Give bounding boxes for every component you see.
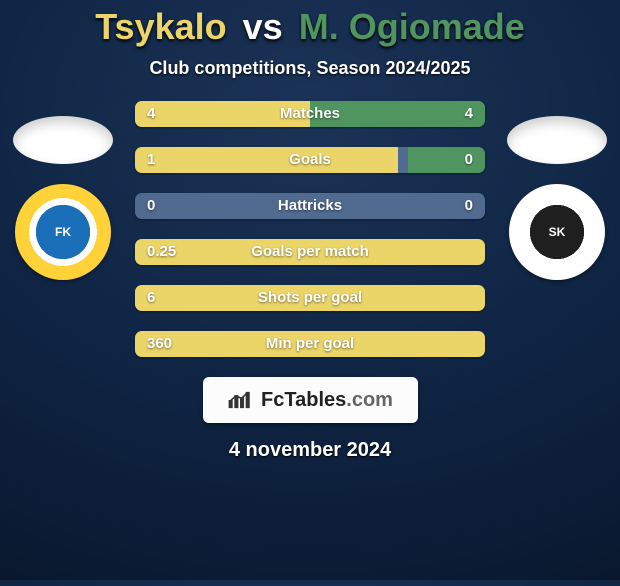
bars-icon (227, 390, 253, 410)
club-right-label: SK (549, 225, 566, 239)
watermark: FcTables.com (203, 377, 418, 423)
stat-row: 1Goals0 (135, 147, 485, 173)
watermark-domain: .com (346, 389, 393, 411)
stat-row: 0.25Goals per match (135, 239, 485, 265)
flag-left (13, 116, 113, 164)
player-a-name: Tsykalo (95, 6, 226, 47)
watermark-text: FcTables.com (261, 389, 393, 412)
stat-row: 6Shots per goal (135, 285, 485, 311)
stat-label: Shots per goal (135, 285, 485, 311)
stat-label: Matches (135, 101, 485, 127)
player-b-name: M. Ogiomade (299, 6, 525, 47)
left-column: FK (8, 116, 118, 280)
page-title: Tsykalo vs M. Ogiomade (0, 6, 620, 48)
stat-label: Goals per match (135, 239, 485, 265)
stat-value-b: 0 (465, 147, 473, 173)
flag-right (507, 116, 607, 164)
right-column: SK (502, 116, 612, 280)
stat-label: Goals (135, 147, 485, 173)
club-logo-right: SK (509, 184, 605, 280)
stats-list: 4Matches41Goals00Hattricks00.25Goals per… (135, 101, 485, 357)
stat-row: 360Min per goal (135, 331, 485, 357)
vs-text: vs (237, 6, 289, 47)
stat-label: Min per goal (135, 331, 485, 357)
subtitle: Club competitions, Season 2024/2025 (0, 58, 620, 79)
club-logo-left: FK (15, 184, 111, 280)
stat-value-b: 4 (465, 101, 473, 127)
club-left-label: FK (55, 225, 71, 239)
stat-value-b: 0 (465, 193, 473, 219)
watermark-name: FcTables (261, 389, 346, 411)
stat-row: 4Matches4 (135, 101, 485, 127)
footer-date: 4 november 2024 (0, 439, 620, 462)
stat-label: Hattricks (135, 193, 485, 219)
stat-row: 0Hattricks0 (135, 193, 485, 219)
